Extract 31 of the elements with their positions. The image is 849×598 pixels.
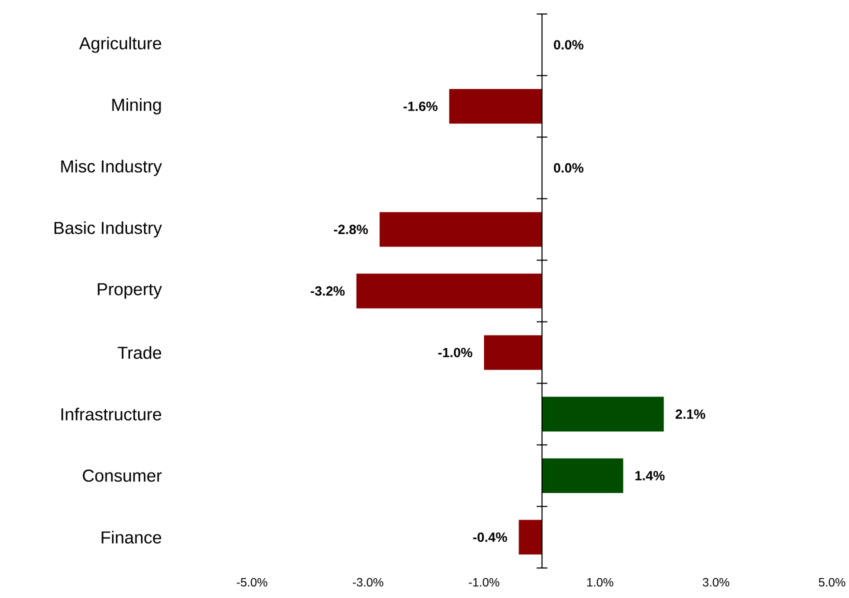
bar bbox=[449, 89, 542, 124]
bar bbox=[542, 396, 664, 432]
data-label: 0.0% bbox=[554, 163, 584, 173]
y-tick-label: Trade bbox=[118, 346, 162, 359]
data-label: -2.8% bbox=[334, 224, 368, 234]
y-tick-label: Misc Industry bbox=[61, 160, 162, 176]
y-tick-label: Consumer bbox=[82, 470, 162, 482]
x-tick-label: 3.0% bbox=[702, 578, 730, 587]
y-tick-label: Infrastructure bbox=[61, 408, 162, 420]
y-tick-label: Basic Industry bbox=[54, 221, 162, 238]
data-label: -3.2% bbox=[310, 286, 345, 296]
bar bbox=[356, 274, 542, 308]
x-tick-label: -5.0% bbox=[236, 578, 268, 587]
x-tick-label: 1.0% bbox=[587, 578, 614, 587]
data-label: -1.6% bbox=[404, 102, 438, 112]
y-tick-label: Mining bbox=[112, 98, 161, 114]
bar bbox=[542, 458, 624, 493]
x-tick-label: -3.0% bbox=[352, 578, 384, 587]
data-label: 1.4% bbox=[635, 470, 665, 480]
data-label: 2.1% bbox=[676, 409, 706, 419]
data-label: -1.0% bbox=[438, 348, 472, 358]
x-tick-label: 5.0% bbox=[818, 578, 846, 587]
y-tick-label: Agriculture bbox=[79, 36, 162, 53]
data-label: 0.0% bbox=[554, 40, 584, 50]
bar bbox=[518, 520, 542, 555]
y-tick-label: Finance bbox=[102, 530, 162, 544]
y-tick-label: Property bbox=[98, 283, 162, 299]
bar bbox=[484, 335, 542, 370]
bar bbox=[380, 212, 542, 247]
data-label: -0.4% bbox=[473, 532, 508, 542]
x-tick-label: -1.0% bbox=[468, 578, 500, 587]
